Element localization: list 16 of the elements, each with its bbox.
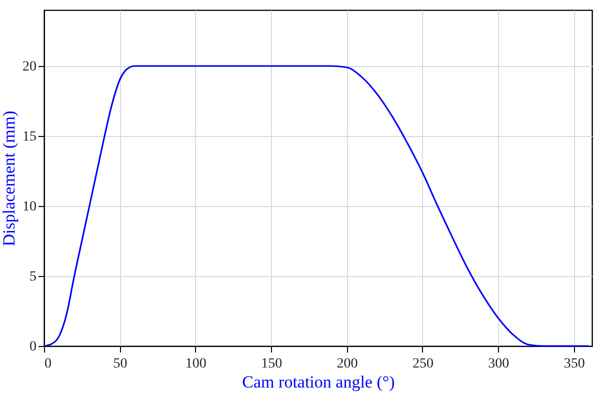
y-tick-label: 10 <box>22 200 36 214</box>
y-axis-title: Displacement (mm) <box>0 110 18 246</box>
y-tick-label: 0 <box>30 340 36 354</box>
x-tick-label: 250 <box>412 356 434 372</box>
x-tick-label: 100 <box>185 356 206 372</box>
y-tick-label: 5 <box>30 270 36 284</box>
x-tick-label: 150 <box>261 356 282 372</box>
y-tick-label: 15 <box>22 130 36 144</box>
x-tick-label: 350 <box>564 356 585 372</box>
x-tick-label: 300 <box>488 356 510 372</box>
x-tick-label: 50 <box>113 356 128 372</box>
x-axis-title: Cam rotation angle (°) <box>242 372 395 392</box>
y-tick-label: 20 <box>22 60 36 74</box>
x-tick-label: 200 <box>336 356 358 372</box>
x-tick-label: 0 <box>44 356 52 372</box>
line-series <box>43 65 590 347</box>
